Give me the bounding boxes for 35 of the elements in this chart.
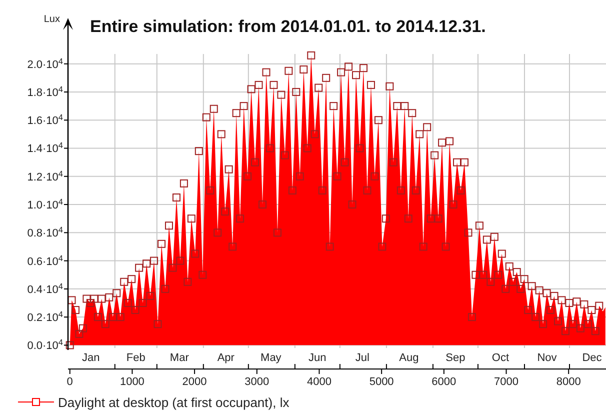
y-tick-label: 2.0·10$^{4}$ xyxy=(27,56,64,71)
y-tick-label: 1.8·10$^{4}$ xyxy=(27,84,64,99)
x-tick-label: 1000 xyxy=(120,376,144,388)
x2-tick-label: Mar xyxy=(170,352,190,364)
x2-tick-label: Sep xyxy=(446,352,466,364)
x-tick-label: 4000 xyxy=(306,376,332,388)
y-tick-label: 1.6·10$^{4}$ xyxy=(27,112,64,128)
x2-tick-label: Jan xyxy=(82,352,100,364)
x2-tick-label: Apr xyxy=(217,352,235,364)
x2-tick-label: Feb xyxy=(126,352,146,364)
x-tick-label: 6000 xyxy=(432,376,456,388)
y-tick-label: 0.0·10$^{4}$ xyxy=(27,338,64,352)
x2-tick-label: Jun xyxy=(308,352,326,364)
y-tick-label: 1.0·10$^{4}$ xyxy=(27,197,64,212)
x-tick-label: 3000 xyxy=(244,376,270,388)
x2-tick-label: Nov xyxy=(537,352,558,364)
x2-tick-label: Oct xyxy=(492,352,510,364)
x2-tick-label: Jul xyxy=(355,352,370,364)
x-tick-label: 2000 xyxy=(182,376,207,388)
y-tick-label: 1.4·10$^{4}$ xyxy=(27,140,64,156)
x2-tick-label: May xyxy=(260,352,282,364)
x-tick-label: 5000 xyxy=(369,376,394,388)
y-tick-label: 0.2·10$^{4}$ xyxy=(27,310,64,324)
y-tick-label: 1.2·10$^{4}$ xyxy=(27,168,64,184)
chart-title: Entire simulation: from 2014.01.01. to 2014.12.31. xyxy=(90,17,486,36)
y-axis-title: Lux xyxy=(44,14,60,25)
x2-tick-label: Dec xyxy=(582,352,602,364)
x-tick-label: 7000 xyxy=(494,376,518,388)
y-tick-label: 0.4·10$^{4}$ xyxy=(27,281,64,296)
legend-label: Daylight at desktop (at first occupant), lx xyxy=(58,395,290,410)
x-tick-label: 0 xyxy=(66,376,73,388)
x2-tick-label: Aug xyxy=(399,352,419,364)
y-tick-label: 0.6·10$^{4}$ xyxy=(27,253,64,268)
y-tick-label: 0.8·10$^{4}$ xyxy=(27,225,64,240)
x-tick-label: 8000 xyxy=(556,376,581,388)
